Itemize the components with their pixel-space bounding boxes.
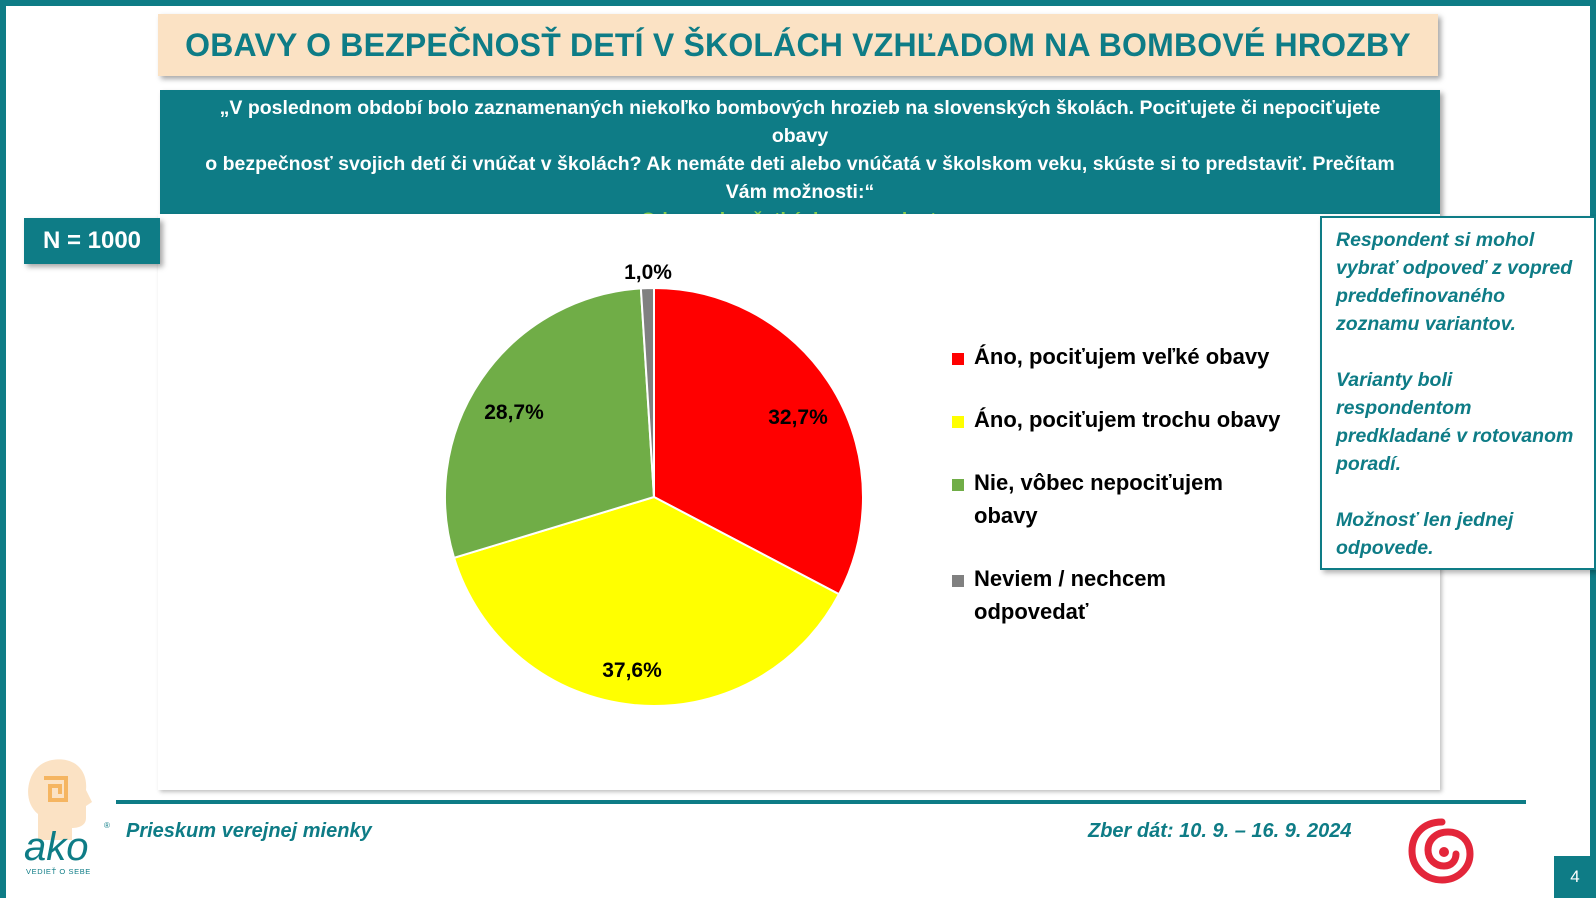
legend-swatch (952, 416, 964, 428)
legend-item-1: Áno, pociťujem veľké obavy (952, 340, 1282, 373)
legend-item-4: Neviem / nechcem odpovedať (952, 562, 1282, 628)
legend-item-3: Nie, vôbec nepociťujem obavy (952, 466, 1282, 532)
legend-swatch (952, 479, 964, 491)
legend-item-2: Áno, pociťujem trochu obavy (952, 403, 1282, 436)
question-line-3: Vám možnosti:“ (725, 181, 875, 203)
footer-survey-label: Prieskum verejnej mienky (126, 820, 372, 842)
legend-label: Áno, pociťujem trochu obavy (974, 407, 1281, 432)
legend-swatch (952, 353, 964, 365)
logo-tagline: VEDIEŤ O SEBE (26, 867, 91, 876)
note-paragraph-2: Varianty boli respondentom predkladané v… (1336, 369, 1574, 475)
footer-collection-date: Zber dát: 10. 9. – 16. 9. 2024 (1088, 820, 1352, 842)
title-banner: OBAVY O BEZPEČNOSŤ DETÍ V ŠKOLÁCH VZHĽAD… (158, 14, 1438, 76)
footer-divider (116, 800, 1526, 804)
question-box: „V poslednom období bolo zaznamenaných n… (160, 90, 1440, 231)
chart-legend: Áno, pociťujem veľké obavy Áno, pociťujem… (952, 340, 1282, 658)
legend-label: Neviem / nechcem odpovedať (974, 566, 1166, 624)
logo-text: ako (24, 825, 89, 869)
question-line-1: „V poslednom období bolo zaznamenaných n… (219, 97, 1381, 147)
note-paragraph-1: Respondent si mohol vybrať odpoveď z vop… (1336, 229, 1573, 335)
ako-logo: ako ® VEDIEŤ O SEBE (24, 759, 110, 876)
swirl-logo-icon (1408, 818, 1474, 884)
note-paragraph-3: Možnosť len jednej odpovede. (1336, 509, 1514, 559)
page-title: OBAVY O BEZPEČNOSŤ DETÍ V ŠKOLÁCH VZHĽAD… (185, 26, 1411, 63)
svg-text:®: ® (104, 821, 110, 830)
question-line-2: o bezpečnosť svojich detí či vnúčat v šk… (205, 153, 1395, 175)
sample-size-badge: N = 1000 (24, 218, 160, 264)
legend-swatch (952, 575, 964, 587)
legend-label: Áno, pociťujem veľké obavy (974, 344, 1270, 369)
legend-label: Nie, vôbec nepociťujem obavy (974, 470, 1223, 528)
methodology-note: Respondent si mohol vybrať odpoveď z vop… (1320, 216, 1596, 570)
page-number: 4 (1554, 856, 1596, 898)
